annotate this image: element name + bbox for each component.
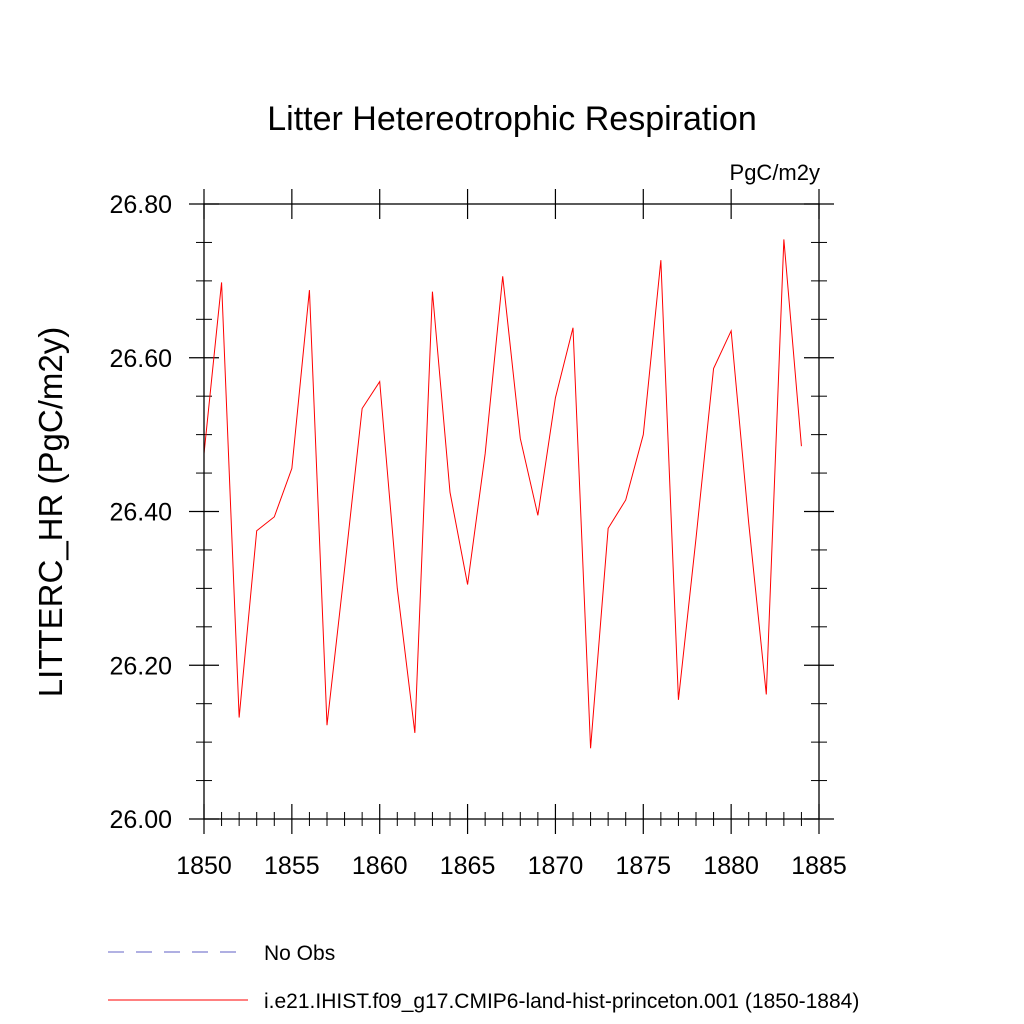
x-tick-label: 1850	[176, 852, 232, 880]
legend-label-no-obs: No Obs	[264, 942, 335, 965]
x-tick-label: 1860	[352, 852, 408, 880]
x-tick-label: 1875	[615, 852, 671, 880]
y-tick-label: 26.60	[109, 345, 172, 373]
legend: No Obs i.e21.IHIST.f09_g17.CMIP6-land-hi…	[108, 942, 859, 1013]
axis-ticks	[189, 189, 834, 834]
chart-title: Litter Hetereotrophic Respiration	[267, 100, 756, 138]
series-layer	[203, 239, 802, 749]
x-tick-label: 1855	[264, 852, 320, 880]
x-tick-label: 1880	[703, 852, 759, 880]
units-label: PgC/m2y	[730, 160, 820, 185]
tick-labels: 1850 1855 1860 1865 1870 1875 1880 1885 26.00 26.…	[109, 191, 846, 880]
x-tick-label: 1865	[440, 852, 496, 880]
y-tick-label: 26.80	[109, 191, 172, 219]
y-tick-label: 26.00	[109, 806, 172, 834]
y-axis-label: LITTERC_HR (PgC/m2y)	[32, 327, 69, 697]
plot-frame	[203, 203, 820, 820]
legend-label-model: i.e21.IHIST.f09_g17.CMIP6-land-hist-prin…	[264, 990, 859, 1013]
x-tick-label: 1870	[528, 852, 584, 880]
y-tick-label: 26.40	[109, 499, 172, 527]
y-tick-label: 26.20	[109, 652, 172, 680]
series-line	[203, 239, 802, 749]
x-tick-label: 1885	[791, 852, 847, 880]
